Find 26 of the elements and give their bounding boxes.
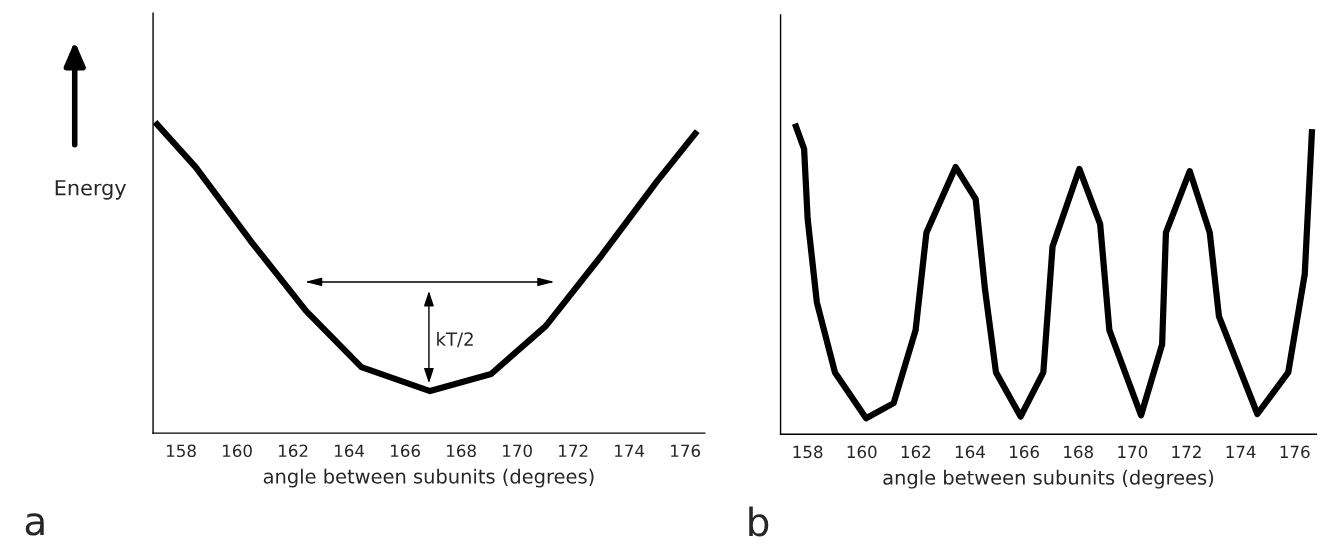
x-tick-label: 164	[955, 445, 985, 459]
y-axis-title: Energy	[55, 180, 127, 200]
x-axis-title: angle between subunits (degrees)	[263, 468, 594, 488]
x-axis-title: angle between subunits (degrees)	[883, 469, 1214, 489]
x-tick-label: 174	[615, 444, 645, 457]
x-tick-label: 162	[901, 445, 931, 459]
x-tick-label: 176	[671, 444, 701, 458]
x-tick-label: 172	[559, 444, 588, 457]
x-tick-label: 158	[793, 445, 823, 459]
x-tick-label: 168	[447, 444, 476, 458]
x-tick-label: 174	[1226, 445, 1256, 458]
annotation: kT/2	[437, 331, 473, 348]
x-tick-label: 176	[1280, 445, 1310, 459]
x-tick-label: 166	[1010, 445, 1039, 459]
x-tick-label: 160	[847, 445, 877, 459]
x-tick-label: 162	[279, 444, 308, 458]
x-tick-label: 164	[335, 444, 365, 458]
x-tick-label: 158	[167, 444, 196, 458]
x-tick-label: 170	[1118, 445, 1148, 459]
x-tick-label: 166	[391, 444, 420, 458]
text: b	[749, 506, 769, 537]
x-tick-label: 168	[1064, 445, 1094, 459]
x-tick-label: 172	[1172, 445, 1201, 458]
text: a	[25, 513, 44, 536]
x-tick-label: 170	[503, 444, 532, 458]
x-tick-label: 160	[223, 444, 252, 458]
